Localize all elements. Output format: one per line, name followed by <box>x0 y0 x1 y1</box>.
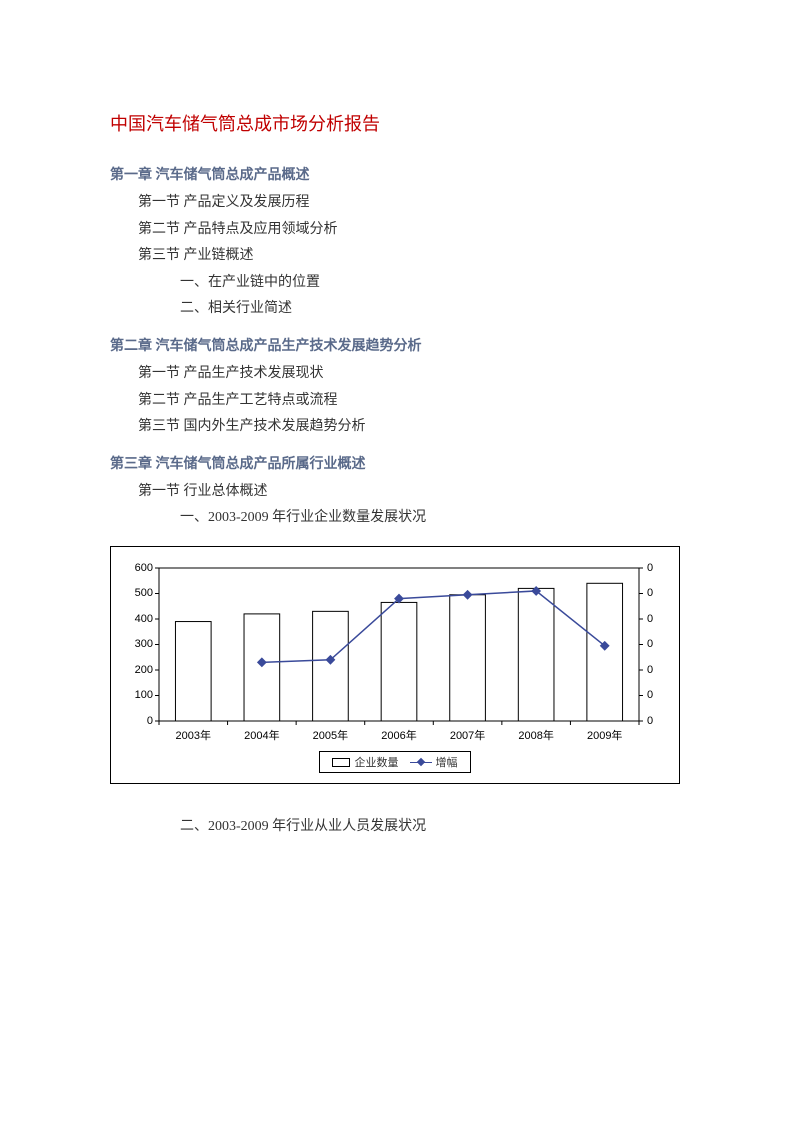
chapter-1: 第一章 汽车储气筒总成产品概述 第一节 产品定义及发展历程 第二节 产品特点及应… <box>110 164 683 323</box>
chapter-1-heading: 第一章 汽车储气筒总成产品概述 <box>110 164 683 184</box>
legend-line-label: 增幅 <box>436 754 458 770</box>
y-right-tick: 0 <box>647 689 653 701</box>
bar <box>518 588 554 721</box>
y-left-tick: 200 <box>135 664 153 676</box>
legend-bar-swatch <box>332 758 350 767</box>
chapter-3: 第三章 汽车储气筒总成产品所属行业概述 第一节 行业总体概述 一、2003-20… <box>110 453 683 841</box>
legend-line: 增幅 <box>410 754 458 770</box>
chapter-2: 第二章 汽车储气筒总成产品生产技术发展趋势分析 第一节 产品生产技术发展现状 第… <box>110 335 683 441</box>
x-tick: 2008年 <box>518 727 553 743</box>
ch1-section-3: 第三节 产业链概述 <box>110 243 683 270</box>
x-tick: 2009年 <box>587 727 622 743</box>
x-tick: 2003年 <box>176 727 211 743</box>
y-right-tick: 0 <box>647 562 653 574</box>
y-left-tick: 300 <box>135 638 153 650</box>
enterprise-count-chart: 0100200300400500600 0000000 2003年2004年20… <box>110 546 680 785</box>
y-right-tick: 0 <box>647 613 653 625</box>
bar <box>381 602 417 721</box>
y-right-tick: 0 <box>647 638 653 650</box>
y-left-tick: 400 <box>135 613 153 625</box>
x-tick: 2006年 <box>381 727 416 743</box>
legend-line-swatch <box>410 757 432 767</box>
legend-bar: 企业数量 <box>332 754 398 770</box>
y-right-tick: 0 <box>647 664 653 676</box>
y-left-tick: 0 <box>147 715 153 727</box>
chapter-3-heading: 第三章 汽车储气筒总成产品所属行业概述 <box>110 453 683 473</box>
ch2-section-1: 第一节 产品生产技术发展现状 <box>110 361 683 388</box>
ch1-sub-2: 二、相关行业简述 <box>110 296 683 323</box>
ch2-section-3: 第三节 国内外生产技术发展趋势分析 <box>110 414 683 441</box>
ch3-sub-2: 二、2003-2009 年行业从业人员发展状况 <box>110 814 683 841</box>
document-title: 中国汽车储气筒总成市场分析报告 <box>110 110 683 136</box>
ch2-section-2: 第二节 产品生产工艺特点或流程 <box>110 388 683 415</box>
bar <box>587 583 623 721</box>
ch3-sub-1: 一、2003-2009 年行业企业数量发展状况 <box>110 505 683 532</box>
bar <box>313 611 349 721</box>
y-left-tick: 100 <box>135 689 153 701</box>
y-right-tick: 0 <box>647 715 653 727</box>
chapter-2-heading: 第二章 汽车储气筒总成产品生产技术发展趋势分析 <box>110 335 683 355</box>
y-axis-left: 0100200300400500600 <box>125 568 155 721</box>
bar <box>175 621 211 720</box>
ch1-sub-1: 一、在产业链中的位置 <box>110 270 683 297</box>
plot-svg <box>159 568 639 721</box>
ch1-section-1: 第一节 产品定义及发展历程 <box>110 190 683 217</box>
plot-area <box>159 568 639 721</box>
chart-legend: 企业数量 增幅 <box>125 751 665 774</box>
bar <box>450 595 486 721</box>
chart-area: 0100200300400500600 0000000 2003年2004年20… <box>125 563 665 743</box>
ch1-section-2: 第二节 产品特点及应用领域分析 <box>110 217 683 244</box>
legend-bar-label: 企业数量 <box>354 754 398 770</box>
y-left-tick: 500 <box>135 587 153 599</box>
y-axis-right: 0000000 <box>643 568 665 721</box>
x-tick: 2004年 <box>244 727 279 743</box>
x-tick: 2005年 <box>313 727 348 743</box>
x-axis: 2003年 2004年 2005年 2006年 2007年 2008年 2009年 <box>159 723 639 743</box>
ch3-section-1: 第一节 行业总体概述 <box>110 479 683 506</box>
y-left-tick: 600 <box>135 562 153 574</box>
x-tick: 2007年 <box>450 727 485 743</box>
y-right-tick: 0 <box>647 587 653 599</box>
bar <box>244 614 280 721</box>
